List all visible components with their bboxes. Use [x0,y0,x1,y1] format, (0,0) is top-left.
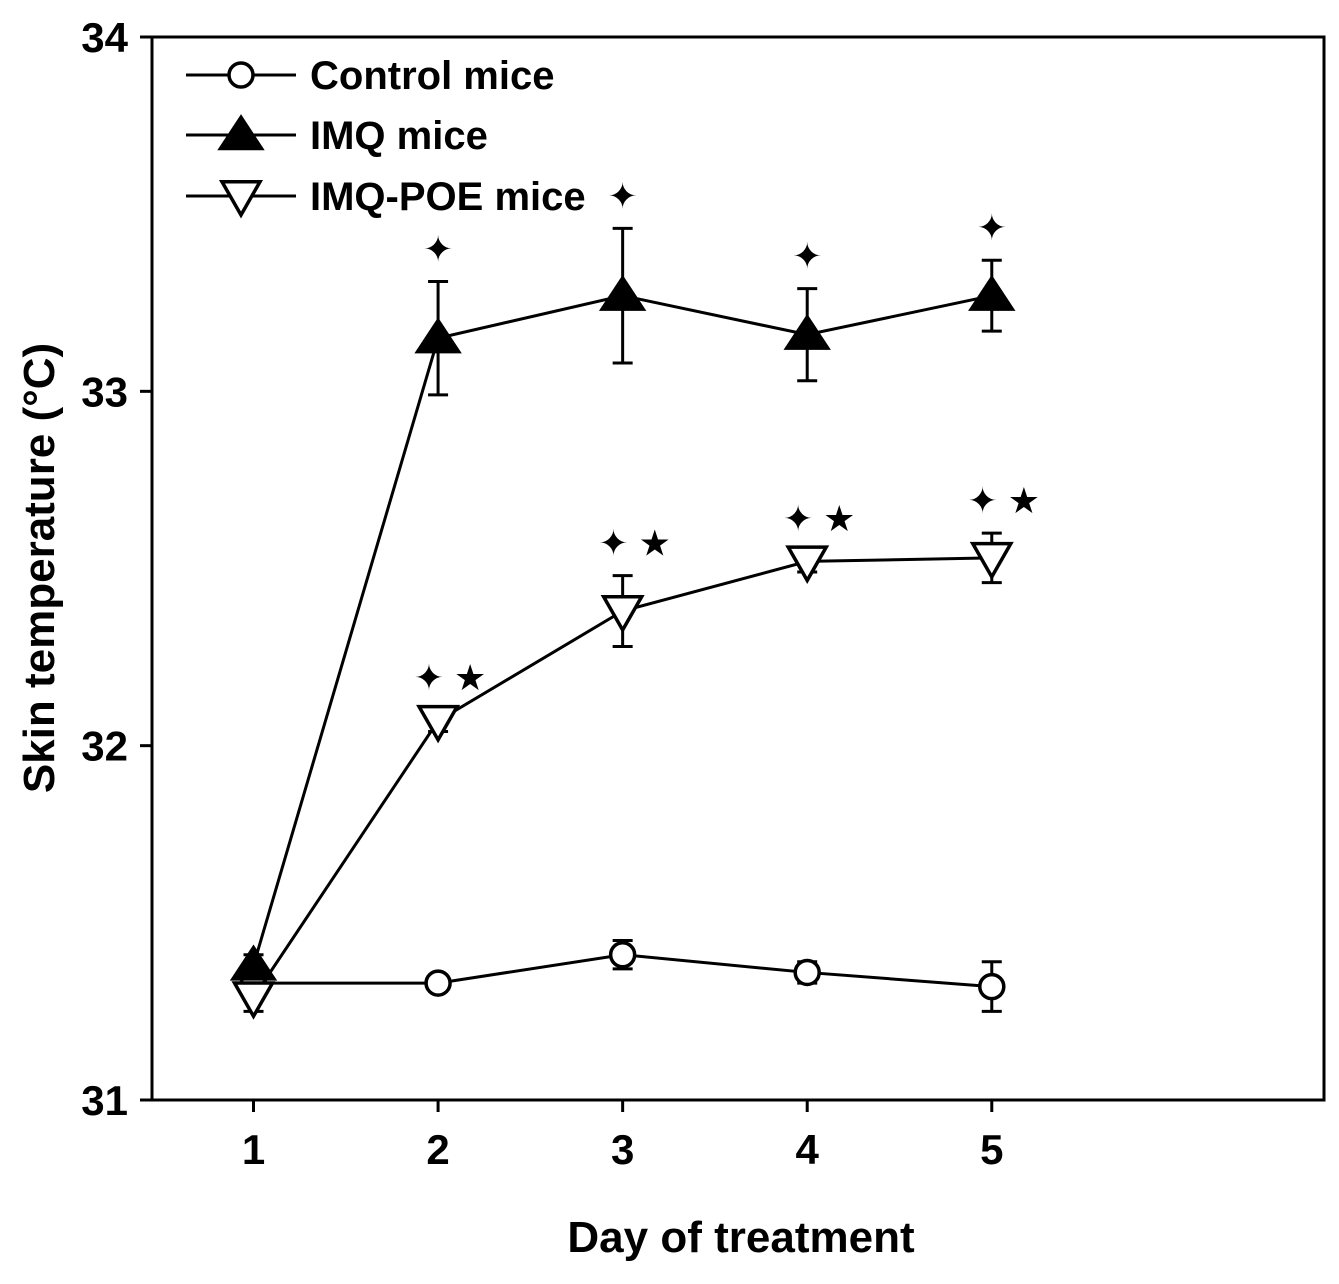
legend-symbol-imq-poe [218,180,264,219]
x-tick-label: 1 [242,1126,265,1173]
legend-item-imq: IMQ mice [186,114,488,158]
data-point-imq [783,313,831,350]
significance-marker: ✦ ★ [968,480,1040,521]
x-axis-ticks: 1 2 3 4 5 [242,1100,1003,1173]
series-control [239,939,1006,1013]
legend-marker-imq-poe [218,180,264,219]
series-imq-poe [231,531,1014,1020]
data-point-control [793,958,821,987]
y-axis-ticks: 31 32 33 34 [81,14,152,1124]
legend-label-imq: IMQ mice [310,114,488,158]
data-point-imq [968,274,1016,311]
significance-marker: ✦ ★ [414,657,486,698]
data-point-control [608,940,637,969]
x-tick-label: 3 [611,1126,634,1173]
significance-marker: ✦ ★ [783,498,855,539]
y-tick-label: 34 [81,14,128,61]
legend-item-imq-poe: IMQ-POE mice [186,175,586,219]
y-axis-title: Skin temperature (°C) [15,343,64,793]
significance-marker: ✦ ★ [598,523,670,564]
legend-label-imq-poe: IMQ-POE mice [310,175,586,219]
legend-symbol-imq [217,114,265,151]
data-point-imq-poe [969,541,1014,581]
legend-marker-control [227,61,255,89]
legend-label-control: Control mice [310,54,554,98]
data-point-imq-poe [785,545,830,584]
y-tick-label: 33 [81,368,128,415]
legend: Control mice IMQ mice IMQ-POE mice [186,54,586,219]
series-imq [229,226,1016,981]
x-tick-label: 4 [796,1126,820,1173]
significance-marker: ✦ [608,175,638,216]
significance-layer: ✦ ✦ ✦ ✦ ✦ ★ ✦ ★ ✦ ★ ✦ ★ [414,175,1040,698]
y-tick-label: 32 [81,723,128,770]
data-point-control [978,972,1006,1001]
legend-symbol-control [227,61,255,89]
legend-item-control: Control mice [186,54,554,98]
significance-marker: ✦ [977,207,1007,248]
x-axis-title: Day of treatment [567,1213,915,1262]
significance-marker: ✦ [423,228,453,269]
data-point-imq-poe [231,981,276,1020]
data-point-imq [229,944,278,981]
plot-frame [150,35,1326,1102]
data-point-imq [598,274,647,311]
data-point-imq [414,317,462,354]
data-point-imq-poe [416,704,461,744]
legend-marker-imq [217,114,265,151]
y-tick-label: 31 [81,1077,128,1124]
significance-marker: ✦ [792,236,822,277]
data-point-control [424,969,452,997]
data-point-imq-poe [600,595,645,634]
series-layer [229,226,1016,1020]
x-tick-label: 2 [426,1126,449,1173]
x-tick-label: 5 [980,1126,1003,1173]
